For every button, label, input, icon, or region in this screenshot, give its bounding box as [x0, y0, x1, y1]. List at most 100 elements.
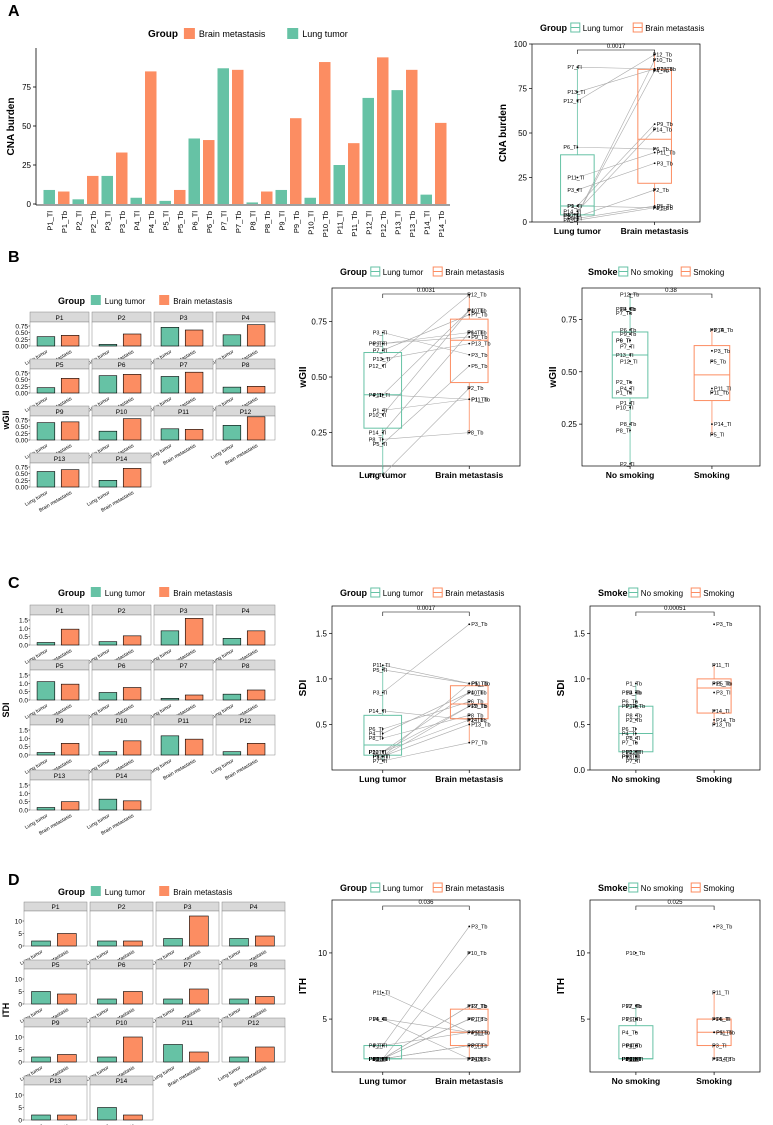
point-label: P3_Tb — [471, 924, 487, 930]
point-label: P1_Tb — [622, 1017, 638, 1023]
bar — [60, 628, 80, 646]
point-label: P8_Tl — [622, 1057, 636, 1063]
bar — [163, 998, 183, 1005]
y-tick-label: 1.0 — [19, 791, 28, 798]
point — [629, 333, 631, 335]
facet-title: P9 — [56, 409, 64, 416]
y-tick-label: 0.0 — [19, 698, 28, 705]
facet-panel — [23, 1084, 88, 1121]
pair-line — [577, 68, 655, 93]
point — [381, 393, 384, 396]
point-label: P7_Tb — [471, 313, 487, 319]
point-label: P3_Tb — [657, 161, 673, 167]
bar — [184, 429, 204, 441]
point — [713, 682, 715, 685]
plot-frame — [581, 287, 761, 467]
bar — [36, 471, 56, 488]
point-label: P10_Tb — [616, 307, 635, 313]
facet-panel — [29, 779, 90, 811]
pvalue-bracket — [629, 293, 713, 298]
x-tick-label: Lung tumor — [359, 1076, 407, 1086]
legend: Smoke No smoking Smoking — [598, 882, 734, 893]
bar — [123, 1036, 143, 1063]
y-tick-label: 100 — [514, 40, 528, 49]
y-tick-label: 1.0 — [574, 675, 586, 684]
bar — [60, 683, 80, 701]
x-tick-label: P10_Tb — [321, 211, 330, 237]
bar — [36, 807, 56, 811]
bar — [222, 751, 242, 756]
y-tick-label: 5 — [18, 931, 22, 938]
point-label: P11_Tb — [471, 397, 490, 403]
box-chart-B_box2: 0.25 0.50 0.75 wGII No smoking Smoking P12_Tb P… — [548, 287, 761, 480]
pair-line — [382, 926, 470, 1046]
point-label: P5_Tl — [373, 1017, 387, 1023]
point-label: P12_Tb — [467, 1004, 486, 1010]
point-label: P3_Tl — [373, 331, 387, 337]
point-label: P12_Tl — [369, 1057, 386, 1063]
point-label: P1_Tl — [620, 401, 634, 407]
y-tick-label: 0 — [18, 1118, 22, 1125]
legend-key — [159, 295, 170, 305]
legend-title: Smoke — [598, 883, 628, 893]
facet-title: P7 — [180, 663, 188, 670]
point — [381, 331, 384, 334]
pair-line — [382, 432, 470, 440]
point-label: P9_Tb — [471, 335, 487, 341]
point-label: P4_Tl — [369, 393, 383, 399]
x-tick-label: P3_Tb — [118, 211, 127, 233]
legend: Group Lung tumor Brain metastasis — [340, 587, 504, 598]
facet-title: P9 — [56, 718, 64, 725]
point — [635, 700, 637, 703]
point-label: P10_Tl — [622, 750, 639, 756]
facet-title: P7 — [184, 962, 192, 969]
facet-title: P12 — [240, 409, 252, 416]
bar — [232, 69, 244, 204]
point-label: P14_Tl — [712, 709, 729, 715]
bar — [98, 344, 118, 347]
bar — [304, 197, 316, 204]
point-label: P13_Tb — [471, 342, 490, 348]
point-label: P1_Tb — [626, 681, 642, 687]
point-label: P10_Tl — [369, 750, 386, 756]
bar — [222, 334, 242, 347]
bar — [255, 1046, 275, 1063]
pair-line — [382, 623, 470, 693]
y-tick-label: 10 — [576, 949, 585, 958]
point — [711, 391, 713, 394]
pair-line — [382, 343, 470, 360]
box — [363, 714, 403, 756]
pair-line — [382, 705, 470, 753]
facet-title: P7 — [180, 362, 188, 369]
facet-title: P11 — [178, 718, 189, 725]
y-tick-label: 0 — [18, 1002, 22, 1009]
y-tick-label: 0 — [523, 218, 528, 227]
bar — [246, 202, 258, 204]
point — [711, 387, 713, 390]
facet-title: P14 — [116, 773, 128, 780]
facet-title: P2 — [118, 315, 126, 322]
facet-title: P10 — [116, 409, 128, 416]
facet-panel — [215, 724, 276, 756]
point — [635, 682, 637, 685]
point — [468, 952, 471, 954]
bar — [160, 735, 180, 756]
point-label: P11_Tl — [373, 663, 390, 669]
point-label: P2_Tl — [626, 750, 640, 756]
bar — [406, 69, 418, 204]
point-label: P14_Tl — [714, 422, 731, 428]
y-tick-label: 10 — [15, 1035, 23, 1042]
y-tick-label: 0.50 — [561, 368, 577, 377]
point-label: P13_Tb — [471, 1057, 490, 1063]
point-label: P4_Tb — [626, 691, 642, 697]
bar — [122, 468, 142, 488]
point — [468, 387, 471, 390]
point — [713, 623, 715, 626]
point-label: P11_Tb — [657, 151, 676, 157]
point-label: P12_Tb — [626, 704, 645, 710]
facet-title: P3 — [180, 608, 188, 615]
y-axis-label: CNA burden — [498, 104, 509, 162]
y-axis-label: wGII — [1, 410, 11, 430]
